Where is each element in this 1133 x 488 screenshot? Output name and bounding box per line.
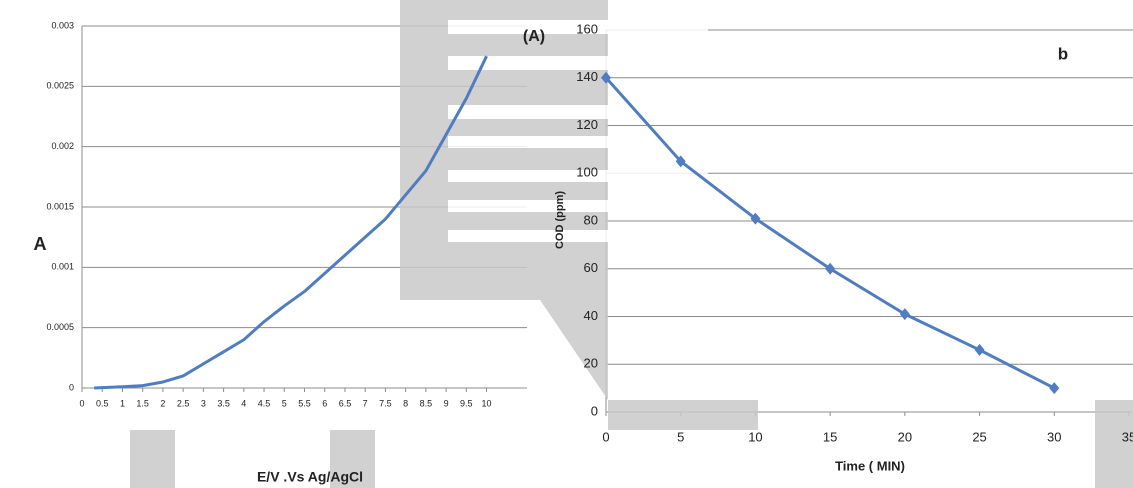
x-tick-label: 10	[748, 429, 762, 444]
watermark-stripe	[448, 170, 708, 182]
watermark-block	[1095, 400, 1133, 488]
x-tick-label: 8	[403, 398, 408, 408]
series-line	[94, 55, 488, 390]
x-tick-label: 6	[322, 398, 327, 408]
x-tick-label: 6.5	[339, 398, 352, 408]
watermark-stripe	[448, 56, 708, 70]
x-tick-label: 3	[201, 398, 206, 408]
x-tick-label: 1.5	[136, 398, 149, 408]
watermark-stripe	[448, 136, 708, 148]
y-tick-label: 0.002	[51, 141, 74, 151]
x-tick-label: 4.5	[258, 398, 271, 408]
data-point	[1049, 382, 1060, 395]
y-axis-label: A	[34, 234, 47, 254]
x-tick-label: 10	[482, 398, 492, 408]
data-point	[601, 71, 611, 84]
chart-title: b	[1058, 44, 1068, 63]
watermark-stripe	[448, 200, 708, 212]
y-tick-label: 40	[584, 308, 598, 323]
y-tick-label: 0.0025	[46, 81, 74, 91]
x-tick-label: 0	[79, 398, 84, 408]
x-tick-label: 2	[160, 398, 165, 408]
x-tick-label: 3.5	[217, 398, 230, 408]
x-tick-label: 9	[444, 398, 449, 408]
watermark-block	[130, 430, 175, 488]
y-tick-label: 140	[576, 69, 598, 84]
x-tick-label: 25	[972, 429, 986, 444]
x-axis-label: Time ( MIN)	[835, 458, 905, 473]
x-tick-label: 5	[282, 398, 287, 408]
y-tick-label: 0.001	[51, 262, 74, 272]
x-tick-label: 20	[898, 429, 912, 444]
x-tick-label: 7.5	[379, 398, 392, 408]
data-point	[899, 308, 910, 321]
x-tick-label: 35	[1122, 429, 1133, 444]
data-point	[825, 262, 836, 275]
watermark-stripe	[448, 230, 708, 242]
watermark-block	[608, 400, 758, 430]
y-tick-label: 80	[584, 212, 598, 227]
watermark-block	[330, 430, 375, 488]
data-point	[974, 343, 985, 356]
x-tick-label: 5	[677, 429, 684, 444]
y-tick-label: 0.003	[51, 20, 74, 30]
data-point	[675, 155, 686, 168]
x-tick-label: 1	[120, 398, 125, 408]
y-axis-label: COD (ppm)	[554, 191, 566, 249]
x-tick-label: 30	[1047, 429, 1061, 444]
watermark-block	[400, 0, 608, 300]
y-tick-label: 0.0005	[46, 322, 74, 332]
x-tick-label: 5.5	[298, 398, 311, 408]
watermark-stripe	[448, 105, 708, 119]
x-tick-label: 9.5	[460, 398, 473, 408]
x-axis-label: E/V .Vs Ag/AgCl	[257, 469, 363, 485]
x-tick-label: 0.5	[96, 398, 109, 408]
y-tick-label: 120	[576, 117, 598, 132]
chart-title: (A)	[523, 28, 545, 45]
x-tick-label: 0	[602, 429, 609, 444]
x-tick-label: 7	[363, 398, 368, 408]
x-tick-label: 2.5	[177, 398, 190, 408]
data-point	[750, 212, 761, 225]
y-tick-label: 20	[584, 356, 598, 371]
watermark	[130, 0, 1133, 488]
x-tick-label: 8.5	[420, 398, 433, 408]
watermark-stripe	[448, 20, 708, 34]
y-tick-label: 0.0015	[46, 201, 74, 211]
x-tick-label: 4	[241, 398, 246, 408]
watermark-block	[540, 300, 608, 400]
y-tick-label: 0	[69, 382, 74, 392]
y-tick-label: 100	[576, 165, 598, 180]
y-tick-label: 0	[591, 403, 598, 418]
x-tick-label: 15	[823, 429, 837, 444]
y-tick-label: 160	[576, 21, 598, 36]
y-tick-label: 60	[584, 260, 598, 275]
